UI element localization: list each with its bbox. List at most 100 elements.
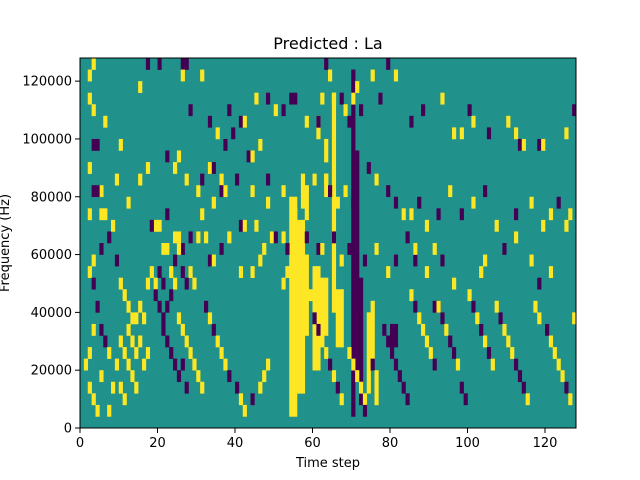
heatmap-cell — [386, 58, 391, 70]
heatmap-cell — [176, 312, 182, 325]
heatmap-cell — [161, 243, 166, 255]
heatmap-cell — [122, 393, 127, 406]
heatmap-cell — [316, 115, 321, 128]
heatmap-cell — [556, 358, 561, 371]
heatmap-cell — [266, 196, 271, 209]
heatmap-cell — [405, 393, 410, 406]
heatmap-cell — [153, 289, 158, 302]
heatmap-cell — [304, 115, 309, 128]
heatmap-cell — [320, 335, 325, 348]
heatmap-cell — [99, 370, 104, 383]
heatmap-cell — [91, 323, 96, 336]
heatmap-cell — [114, 254, 120, 267]
heatmap-cell — [382, 323, 387, 336]
heatmap-cell — [362, 404, 368, 417]
heatmap-band — [351, 69, 356, 417]
heatmap-cell — [134, 347, 139, 359]
heatmap-cell — [514, 127, 519, 140]
heatmap-cell — [173, 231, 178, 244]
heatmap-cell — [300, 254, 306, 267]
heatmap-cell — [312, 312, 317, 325]
heatmap-cell — [258, 381, 263, 394]
heatmap-cell — [223, 138, 228, 151]
heatmap-cell — [548, 266, 554, 278]
heatmap-cell — [362, 254, 368, 267]
x-tick-label: 80 — [382, 436, 399, 451]
heatmap-cell — [316, 243, 321, 255]
heatmap-cell — [211, 162, 216, 174]
heatmap-cell — [568, 208, 573, 221]
heatmap-cell — [517, 138, 523, 151]
heatmap-cell — [459, 127, 464, 140]
heatmap-cell — [506, 335, 511, 348]
heatmap-cell — [126, 300, 131, 313]
y-tick-label: 120000 — [22, 75, 72, 90]
heatmap-cell — [258, 138, 263, 151]
heatmap-cell — [413, 243, 418, 255]
heatmap-cell — [514, 231, 519, 244]
heatmap-cell — [266, 173, 271, 186]
heatmap-cell — [231, 127, 236, 140]
x-axis-title: Time step — [295, 456, 360, 471]
heatmap-cell — [572, 312, 577, 325]
heatmap-cell — [281, 104, 286, 117]
x-tick-label: 20 — [149, 436, 166, 451]
heatmap-cell — [180, 266, 185, 278]
heatmap-cell — [459, 208, 464, 221]
heatmap-cell — [324, 173, 329, 186]
heatmap-cell — [176, 231, 182, 244]
heatmap-cell — [169, 266, 174, 278]
heatmap-cell — [142, 358, 147, 371]
heatmap-cell — [281, 277, 286, 290]
heatmap-cell — [184, 335, 189, 348]
heatmap-cell — [486, 127, 492, 140]
heatmap-cell — [165, 243, 170, 255]
heatmap-cell — [118, 335, 123, 348]
heatmap-cell — [91, 58, 96, 70]
heatmap-cell — [95, 300, 100, 313]
heatmap-cell — [312, 173, 317, 186]
heatmap-cell — [347, 347, 352, 359]
x-tick-label: 60 — [304, 436, 321, 451]
heatmap-cell — [149, 219, 154, 232]
heatmap-cell — [421, 323, 426, 336]
heatmap-cell — [405, 231, 410, 244]
heatmap-cell — [572, 104, 577, 117]
heatmap-band — [320, 277, 329, 336]
heatmap-cell — [142, 312, 147, 325]
heatmap-cell — [452, 347, 457, 359]
heatmap-cell — [238, 266, 244, 278]
heatmap-cell — [266, 92, 271, 105]
heatmap-cell — [432, 358, 437, 371]
heatmap-cell — [560, 370, 565, 383]
heatmap-cell — [545, 323, 550, 336]
y-tick-label: 100000 — [22, 132, 72, 147]
heatmap-cell — [219, 243, 224, 255]
heatmap-cell — [246, 150, 251, 163]
heatmap-cell — [95, 138, 100, 151]
heatmap-cell — [409, 208, 414, 221]
heatmap-cell — [99, 208, 104, 221]
heatmap-cell — [266, 358, 271, 371]
heatmap-cell — [200, 173, 205, 186]
heatmap-cell — [455, 358, 461, 371]
heatmap-cell — [401, 381, 406, 394]
heatmap-cell — [176, 150, 182, 163]
heatmap-cell — [517, 370, 523, 383]
heatmap-cell — [196, 231, 201, 244]
heatmap-cell — [192, 358, 197, 371]
heatmap-cell — [331, 370, 337, 383]
heatmap-cell — [87, 347, 92, 359]
heatmap-cell — [448, 335, 453, 348]
heatmap-cell — [475, 312, 480, 325]
heatmap-cell — [145, 162, 151, 174]
heatmap-cell — [293, 208, 298, 221]
heatmap-cell — [440, 312, 445, 325]
heatmap-cell — [339, 254, 344, 267]
x-tick-label: 0 — [76, 436, 84, 451]
heatmap-cell — [180, 323, 185, 336]
heatmap-cell — [227, 231, 232, 244]
heatmap-cell — [564, 219, 569, 232]
heatmap-cell — [374, 243, 379, 255]
heatmap-cell — [548, 208, 554, 221]
